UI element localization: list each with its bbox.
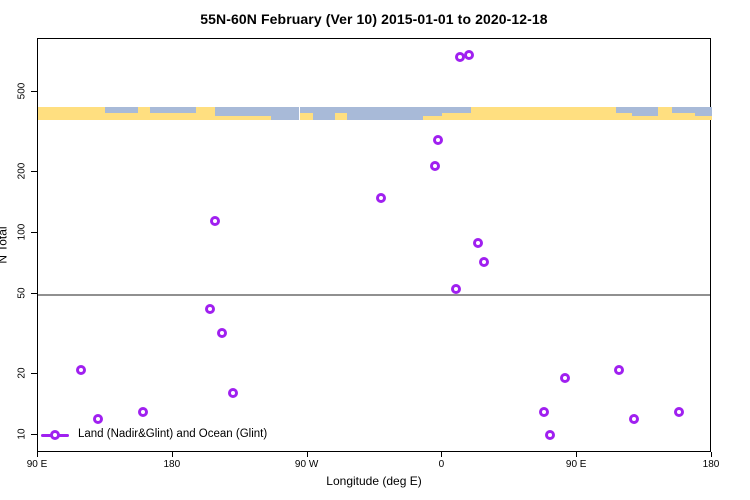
y-tick-label: 10 xyxy=(16,428,28,440)
y-tick-label: 200 xyxy=(16,163,28,180)
chart-title: 55N-60N February (Ver 10) 2015-01-01 to … xyxy=(200,11,548,27)
data-point xyxy=(479,256,490,267)
x-tick xyxy=(711,452,712,457)
reference-line-50 xyxy=(38,294,710,296)
map-strip-segment-mix xyxy=(105,107,138,120)
data-point xyxy=(545,429,556,440)
map-strip-segment-mixb xyxy=(422,107,443,120)
map-strip-segment-mix xyxy=(616,107,633,120)
map-strip-segment-ocean xyxy=(270,107,300,120)
map-strip-segment-land xyxy=(658,107,672,120)
map-strip-segment-mix xyxy=(335,107,348,120)
data-point xyxy=(539,406,550,417)
map-strip-segment-land xyxy=(38,107,106,120)
x-tick xyxy=(37,452,38,457)
x-tick-label: 90 E xyxy=(565,459,587,470)
y-tick xyxy=(31,433,37,435)
legend-marker-icon xyxy=(50,429,60,440)
y-tick-label: 500 xyxy=(16,82,28,100)
map-strip-segment-mixb xyxy=(214,107,271,120)
map-strip-segment-ocean xyxy=(347,107,423,120)
map-strip-segment-mixb xyxy=(695,107,712,120)
data-point xyxy=(614,364,625,375)
x-tick-label: 0 xyxy=(438,459,445,470)
y-tick xyxy=(31,232,37,234)
y-tick xyxy=(31,372,37,374)
map-strip-segment-mix xyxy=(442,107,471,120)
data-point xyxy=(209,215,220,226)
x-tick xyxy=(441,452,443,457)
data-point xyxy=(227,388,238,399)
data-point xyxy=(375,192,386,203)
map-strip-segment-mix xyxy=(149,107,197,120)
data-point xyxy=(450,283,461,294)
y-tick xyxy=(31,292,37,294)
data-point xyxy=(76,364,87,375)
y-tick-label: 20 xyxy=(16,367,28,379)
data-point xyxy=(674,406,685,417)
x-tick xyxy=(576,452,578,457)
data-point xyxy=(205,304,216,315)
y-tick xyxy=(31,91,37,93)
data-point xyxy=(560,373,571,384)
data-point xyxy=(629,413,640,424)
data-point xyxy=(217,327,228,338)
x-tick-label: 90 W xyxy=(294,459,319,470)
map-strip-segment-land xyxy=(470,107,617,120)
map-strip-segment-land xyxy=(137,107,150,120)
map-strip-segment-mix xyxy=(299,107,313,120)
x-tick-label: 180 xyxy=(702,459,720,470)
y-tick xyxy=(31,171,37,173)
data-point xyxy=(92,413,103,424)
plot-area: Land (Nadir&Glint) and Ocean (Glint) xyxy=(37,38,712,452)
x-axis-title: Longitude (deg E) xyxy=(326,474,422,488)
x-tick-label: 180 xyxy=(163,459,181,470)
x-tick xyxy=(171,452,173,457)
x-tick-label: 90 E xyxy=(26,459,48,470)
map-strip-segment-mix xyxy=(671,107,696,120)
data-point xyxy=(455,51,466,62)
y-tick-label: 100 xyxy=(16,223,28,241)
map-strip-segment-ocean xyxy=(312,107,336,120)
data-point xyxy=(464,49,475,60)
x-tick xyxy=(306,452,308,457)
y-tick-label: 50 xyxy=(16,287,28,299)
data-point xyxy=(137,406,148,417)
legend-label: Land (Nadir&Glint) and Ocean (Glint) xyxy=(78,427,268,440)
data-point xyxy=(429,161,440,172)
y-axis-title: N Total xyxy=(0,226,10,263)
map-strip-segment-mixb xyxy=(632,107,659,120)
data-point xyxy=(432,134,443,145)
data-point xyxy=(473,238,484,249)
map-strip-segment-land xyxy=(196,107,215,120)
